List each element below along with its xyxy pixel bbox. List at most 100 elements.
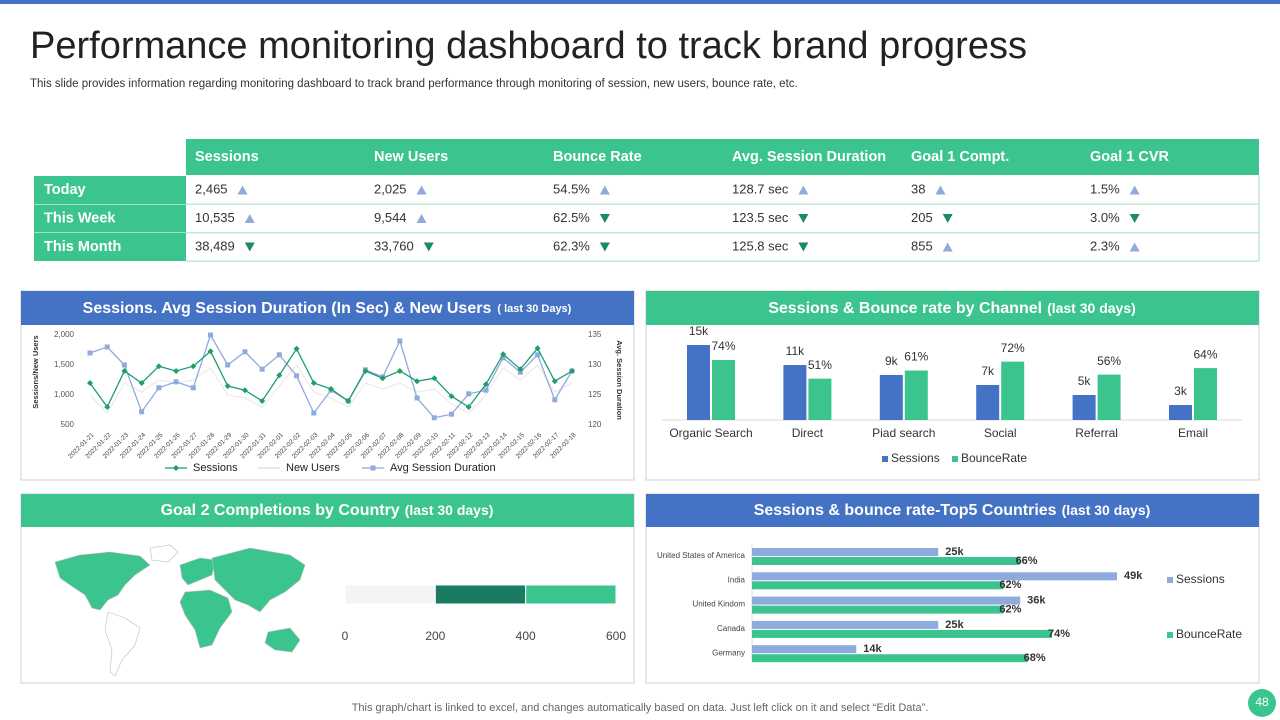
- legend-label: BounceRate: [961, 451, 1027, 465]
- data-label: 68%: [1024, 652, 1046, 664]
- point-marker: [104, 404, 111, 410]
- y-tick-label: Canada: [717, 624, 746, 633]
- row-label: Today: [44, 182, 86, 198]
- data-label: 74%: [1048, 628, 1070, 640]
- bar-segment: [344, 584, 436, 605]
- bar: [752, 557, 1020, 565]
- point-marker: [311, 410, 317, 416]
- bar: [752, 581, 1004, 590]
- kpi-table: Sessions New Users Bounce Rate Avg. Session…: [34, 139, 1260, 262]
- y2-tick-label: 130: [588, 360, 602, 369]
- point-marker: [121, 362, 127, 368]
- x-tick-label: Referral: [1075, 426, 1118, 440]
- y-tick-label: United Kindom: [693, 600, 746, 609]
- trend-up: [798, 185, 809, 195]
- data-label: 64%: [1193, 347, 1217, 361]
- point-marker: [569, 368, 575, 374]
- point-marker: [241, 387, 248, 394]
- map-africa: [179, 589, 233, 649]
- point-marker: [414, 395, 420, 401]
- point-marker: [534, 345, 541, 352]
- data-label: 62%: [999, 579, 1021, 591]
- bar: [904, 370, 928, 420]
- legend-label: BounceRate: [1176, 627, 1242, 641]
- data-label: 49k: [1124, 570, 1143, 582]
- map-north-america: [54, 551, 151, 611]
- point-marker: [259, 398, 266, 404]
- trend-up: [942, 242, 953, 252]
- point-marker: [190, 363, 197, 370]
- point-marker: [276, 372, 283, 379]
- panel-header: [21, 494, 634, 527]
- data-label: 3k: [1174, 384, 1188, 398]
- series-line: [89, 363, 573, 415]
- bar: [783, 365, 807, 420]
- panel-title: Goal 2 Completions by Country (last 30 da…: [161, 502, 494, 520]
- point-marker: [379, 375, 386, 382]
- point-marker: [139, 409, 145, 415]
- panel-title: Sessions. Avg Session Duration (In Sec) …: [83, 300, 572, 317]
- y2-tick-label: 135: [588, 330, 602, 339]
- legend-marker: [370, 465, 376, 471]
- map-australia: [264, 627, 301, 653]
- point-marker: [138, 380, 145, 386]
- point-marker: [259, 366, 265, 372]
- world-map: [54, 544, 306, 677]
- bar: [976, 385, 1000, 420]
- column-header: Goal 1 Compt.: [911, 149, 1009, 165]
- column-header: Sessions: [195, 149, 259, 165]
- point-marker: [225, 362, 231, 368]
- map-south-america: [104, 611, 141, 677]
- trend-down: [599, 214, 610, 223]
- bar: [687, 345, 710, 420]
- bar: [808, 378, 832, 420]
- y2-axis-label: Avg. Session Duration: [615, 340, 624, 420]
- data-label: 62%: [999, 604, 1021, 616]
- trend-down: [423, 242, 434, 252]
- panel-title-note: (last 30 days): [1047, 300, 1136, 316]
- data-label: 9k: [885, 354, 899, 368]
- legend-label: New Users: [286, 462, 340, 474]
- point-marker: [242, 349, 248, 355]
- legend-swatch: [882, 456, 888, 462]
- column-header: Avg. Session Duration: [732, 149, 886, 165]
- x-tick-label: Social: [984, 426, 1017, 440]
- point-marker: [414, 378, 421, 385]
- trend-up: [416, 185, 427, 195]
- data-label: 36k: [1027, 595, 1046, 607]
- cell-value: 205: [911, 210, 933, 225]
- panel-title-note: (last 30 days): [405, 502, 494, 518]
- data-label: 14k: [863, 643, 882, 655]
- point-marker: [431, 415, 437, 421]
- point-marker: [328, 386, 334, 392]
- map-greenland: [149, 544, 179, 563]
- point-marker: [483, 387, 489, 393]
- slide-title: Performance monitoring dashboard to trac…: [30, 25, 1027, 67]
- cell-value: 54.5%: [553, 181, 590, 196]
- cell-value: 62.5%: [553, 210, 590, 225]
- panel: Sessions & bounce rate-Top5 Countries (la…: [645, 493, 1260, 684]
- cell-value: 2,465: [195, 181, 228, 196]
- cell-value: 38: [911, 181, 925, 196]
- point-marker: [345, 398, 352, 404]
- bar: [752, 548, 939, 556]
- row-label: This Month: [44, 239, 121, 255]
- cell-value: 2.3%: [1090, 238, 1120, 253]
- data-label: 11k: [786, 344, 805, 358]
- panel-title: Sessions & Bounce rate by Channel (last 3…: [768, 300, 1136, 318]
- legend-label: Sessions: [891, 451, 940, 465]
- point-marker: [397, 338, 403, 344]
- bar: [752, 596, 1021, 605]
- y-tick-label: India: [728, 575, 746, 584]
- footer-note: This graph/chart is linked to excel, and…: [352, 702, 929, 714]
- top-bar: [0, 0, 1280, 4]
- data-label: 61%: [904, 350, 928, 364]
- legend-label: Avg Session Duration: [390, 462, 496, 474]
- data-label: 72%: [1001, 341, 1025, 355]
- cell-value: 10,535: [195, 210, 235, 225]
- map-asia: [211, 547, 306, 613]
- trend-up: [244, 214, 255, 223]
- panel-title-note: (last 30 days): [1062, 502, 1151, 518]
- data-label: 15k: [689, 324, 709, 338]
- panel-title-main: Sessions. Avg Session Duration (In Sec) …: [83, 300, 492, 317]
